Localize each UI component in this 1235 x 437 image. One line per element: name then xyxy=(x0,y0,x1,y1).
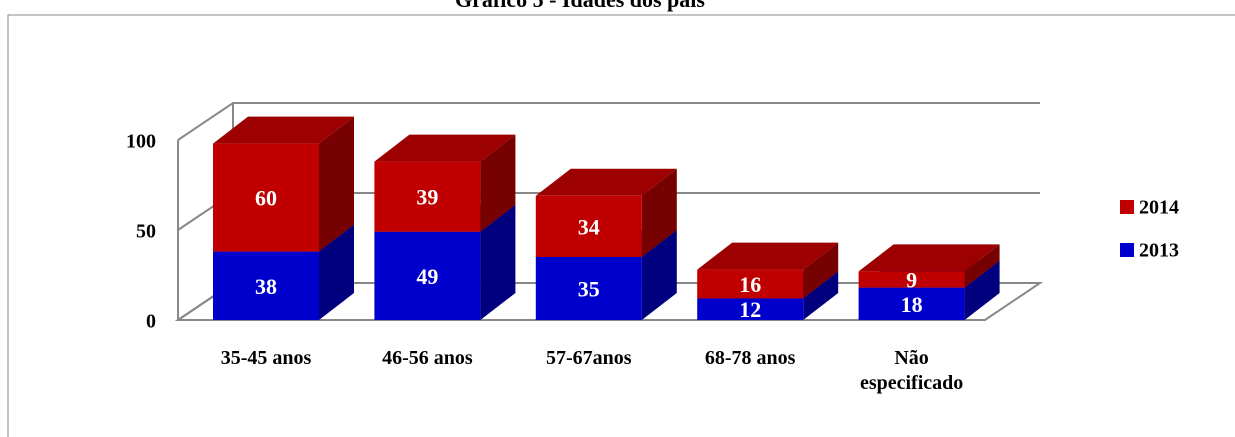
x-tick-label: 46-56 anos xyxy=(382,347,473,369)
bar xyxy=(374,231,481,320)
legend-swatch xyxy=(1120,200,1134,214)
bar xyxy=(858,271,965,288)
bar xyxy=(213,251,319,320)
data-label: 38 xyxy=(255,274,277,299)
bar xyxy=(535,257,642,320)
legend-label: 2013 xyxy=(1139,240,1179,262)
bar-top xyxy=(535,168,677,196)
data-label: 34 xyxy=(578,214,600,239)
bar-side xyxy=(480,134,516,232)
bar-side xyxy=(641,230,677,320)
data-label: 60 xyxy=(255,186,277,211)
x-tick-label: 35-45 anos xyxy=(220,347,312,369)
data-label: 16 xyxy=(739,272,761,297)
bar xyxy=(535,195,642,257)
chart-title: Gráfico 5 - Idades dos pais xyxy=(455,0,705,12)
bar-top xyxy=(213,116,354,144)
legend-label: 2014 xyxy=(1139,197,1179,219)
bar-top xyxy=(374,134,516,162)
x-tick-label: 68-78 anos xyxy=(704,347,796,369)
bar xyxy=(697,298,804,320)
bar-top xyxy=(858,244,1000,272)
bar-side xyxy=(319,116,354,252)
bar xyxy=(697,269,804,299)
data-label: 9 xyxy=(906,268,917,293)
grid-line xyxy=(177,102,1040,141)
bar-side xyxy=(803,242,839,299)
bar xyxy=(858,287,965,320)
legend-swatch xyxy=(1120,243,1134,257)
data-label: 49 xyxy=(416,264,438,289)
y-tick-label: 100 xyxy=(126,131,156,153)
data-label: 18 xyxy=(901,292,923,317)
bar-side xyxy=(641,168,677,257)
x-tick-label: 57-67anos xyxy=(546,347,632,369)
bar-side xyxy=(803,271,839,320)
bar-side xyxy=(480,204,516,320)
bar-side xyxy=(319,224,354,320)
bar xyxy=(374,161,481,232)
x-tick-label: Não especificado xyxy=(859,347,964,394)
bar xyxy=(213,143,319,252)
data-label: 12 xyxy=(739,297,761,322)
data-label: 39 xyxy=(416,185,438,210)
bar-top xyxy=(697,242,839,270)
bar-side xyxy=(964,260,1000,320)
frame xyxy=(7,14,1235,437)
bar-side xyxy=(964,244,1000,288)
y-tick-label: 50 xyxy=(136,221,156,243)
data-label: 35 xyxy=(578,277,600,302)
y-tick-label: 0 xyxy=(146,311,156,333)
title-bg xyxy=(370,0,790,14)
